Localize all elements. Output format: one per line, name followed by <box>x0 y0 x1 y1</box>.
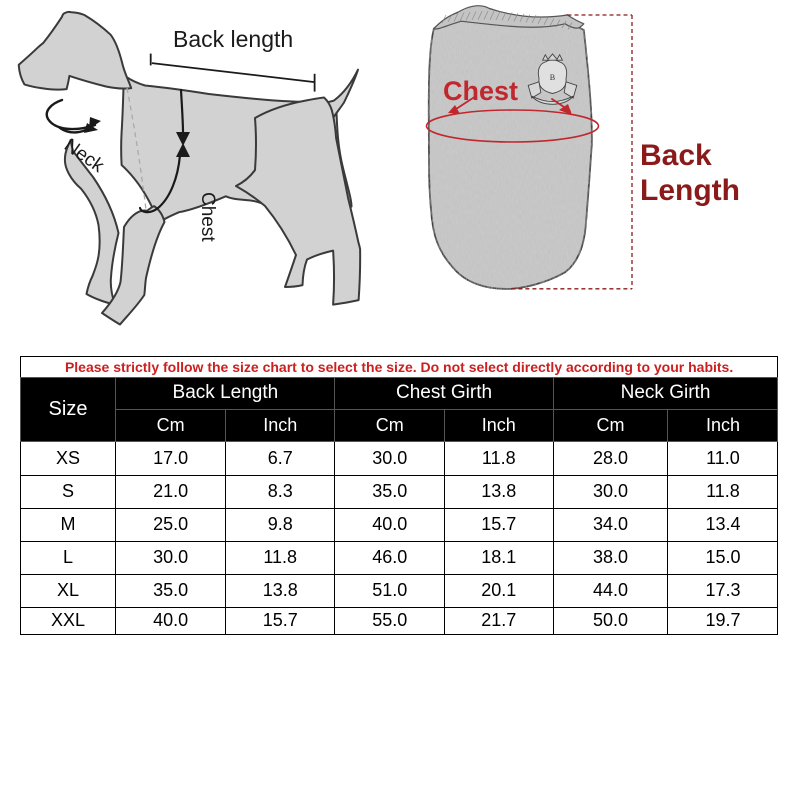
svg-text:Chest: Chest <box>197 192 218 242</box>
svg-text:Length: Length <box>640 174 740 207</box>
svg-text:Chest: Chest <box>443 76 518 106</box>
svg-text:Back length: Back length <box>173 26 293 52</box>
svg-text:Back: Back <box>640 139 712 172</box>
svg-text:B: B <box>550 73 555 82</box>
